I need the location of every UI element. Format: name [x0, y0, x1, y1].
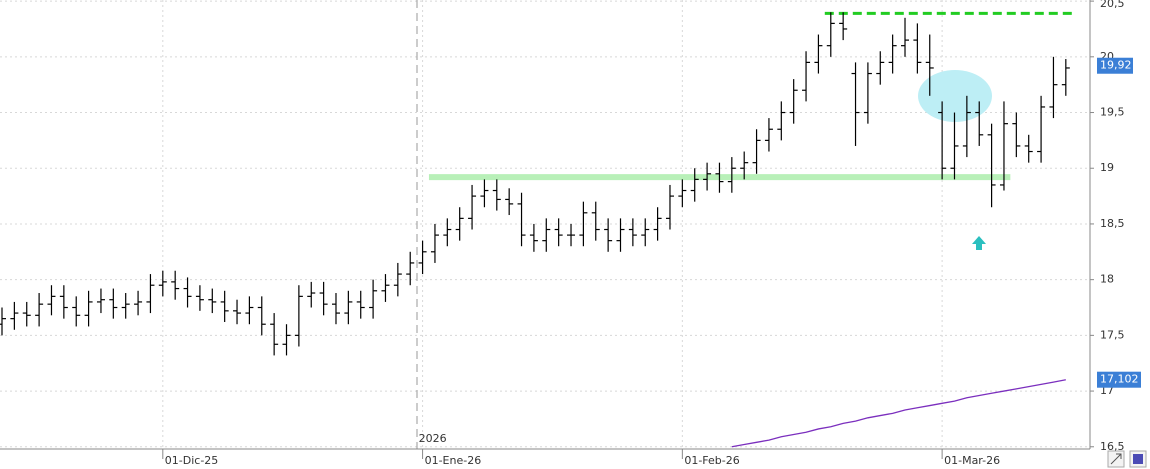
ma-value-box: [1097, 371, 1141, 388]
plot: [0, 12, 1070, 448]
zoom-glyph: [1110, 453, 1122, 465]
highlight-ellipse: [918, 70, 992, 122]
last-price-box: [1097, 57, 1133, 74]
x-tick-label: 01-Ene-26: [425, 454, 482, 467]
y-tick-label: 19: [1100, 161, 1114, 174]
ma-value-label: 17,102: [1100, 373, 1139, 386]
y-tick-label: 18,5: [1100, 217, 1125, 230]
y-tick-label: 17,5: [1100, 328, 1125, 341]
x-tick-label: 01-Mar-26: [944, 454, 1000, 467]
last-price-label: 19,92: [1100, 59, 1132, 72]
y-tick-label: 20,5: [1100, 0, 1125, 10]
year-label: 2026: [419, 432, 447, 445]
y-tick-label: 16,5: [1100, 440, 1125, 453]
moving-average: [731, 379, 1066, 448]
arrow-up: [972, 236, 986, 250]
save-glyph: [1133, 454, 1143, 464]
grid: [0, 0, 1090, 449]
y-tick-label: 18: [1100, 273, 1114, 286]
y-tick-label: 19,5: [1100, 106, 1125, 119]
x-tick-label: 01-Feb-26: [684, 454, 739, 467]
x-tick-label: 01-Dic-25: [165, 454, 219, 467]
